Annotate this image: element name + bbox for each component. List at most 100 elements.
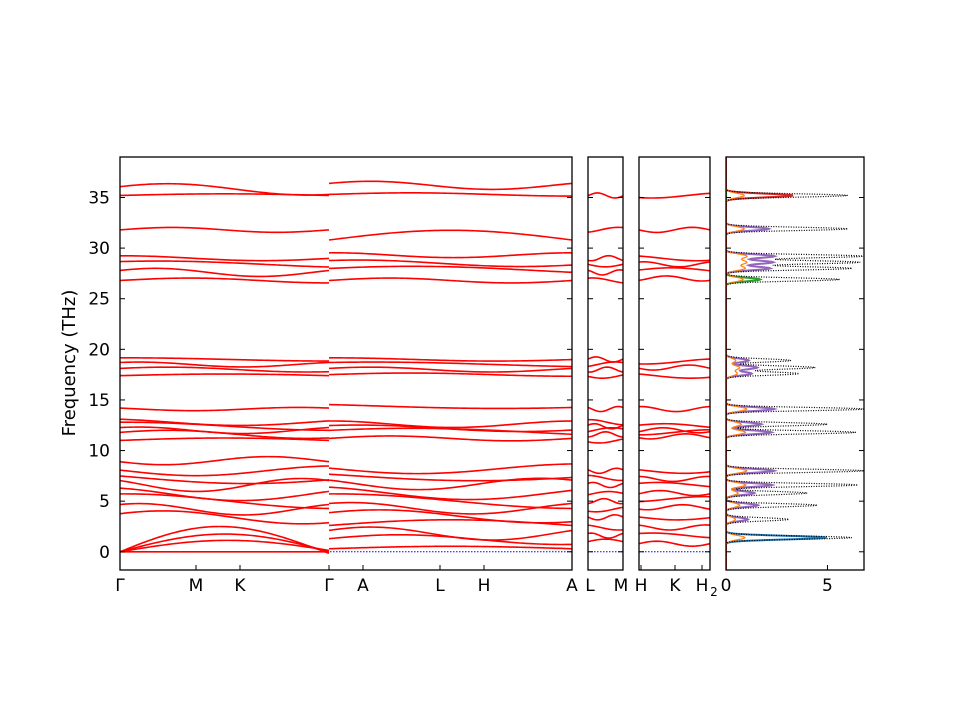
band-line: [639, 426, 710, 434]
band-line: [328, 251, 572, 259]
band-line: [120, 267, 330, 278]
total-dos-line: [726, 157, 864, 570]
band-line: [120, 525, 330, 554]
band-line: [639, 540, 710, 548]
y-tick-label: 20: [88, 340, 110, 360]
x-tick-label: 0: [721, 576, 732, 596]
band-line: [588, 277, 623, 284]
band-line: [588, 356, 623, 363]
band-line: [120, 465, 330, 477]
x-tick-label: A: [357, 576, 369, 596]
band-line: [120, 477, 330, 493]
band-line: [588, 374, 623, 379]
band-line: [120, 366, 330, 373]
x-tick-label: Γ: [115, 576, 125, 596]
y-tick-label: 35: [88, 188, 110, 208]
band-line: [328, 277, 572, 284]
band-line: [639, 275, 710, 282]
band-line: [639, 516, 710, 521]
band-line: [328, 265, 572, 274]
dos-panel: [726, 157, 864, 570]
band-line: [328, 403, 572, 410]
band-line: [328, 435, 572, 442]
band-line: [588, 361, 623, 368]
axes-frame-dos: [725, 156, 865, 571]
band-line: [639, 255, 710, 262]
band-line: [639, 422, 710, 429]
band-line: [120, 260, 330, 268]
band-line: [588, 192, 623, 199]
band-line: [639, 475, 710, 483]
band-line: [328, 473, 572, 482]
x-tick-label: M: [614, 576, 629, 596]
band-line: [120, 437, 330, 442]
x-tick-label: H: [635, 576, 648, 596]
band-line: [588, 467, 623, 475]
band-line: [328, 366, 572, 373]
axes-frame-l-m: [587, 156, 624, 571]
x-tick-label: H: [696, 576, 709, 596]
band-line: [328, 526, 572, 541]
band-line: [639, 429, 710, 436]
band-line: [120, 533, 330, 553]
x-tick-label: K: [234, 576, 246, 596]
band-line: [588, 524, 623, 531]
band-line: [328, 372, 572, 378]
y-tick-label: 15: [88, 391, 110, 411]
x-tick-label: 5: [822, 576, 833, 596]
band-line: [120, 502, 330, 516]
x-tick-label: L: [435, 576, 445, 596]
band-line: [588, 532, 623, 539]
y-tick-label: 25: [88, 290, 110, 310]
x-tick-label: K: [669, 576, 681, 596]
band-line: [639, 373, 710, 379]
band-line: [328, 229, 572, 241]
band-line: [639, 192, 710, 199]
band-line: [120, 361, 330, 368]
band-line: [120, 255, 330, 262]
band-line: [329, 420, 572, 429]
band-line: [588, 506, 623, 513]
band-line: [328, 361, 572, 368]
band-line: [588, 405, 623, 413]
y-tick-label: 0: [99, 543, 110, 563]
band-line: [639, 489, 710, 497]
y-tick-label: 10: [88, 442, 110, 462]
band-line: [120, 455, 330, 466]
band-line: [120, 510, 330, 525]
band-line: [328, 424, 572, 433]
band-line: [328, 180, 572, 191]
band-line: [328, 463, 572, 475]
band-line: [120, 429, 330, 440]
y-axis-label: Frequency (THz): [59, 290, 80, 437]
band-panel-h-k-h2: [639, 192, 710, 553]
band-line: [588, 418, 623, 426]
band-line: [639, 481, 710, 488]
band-line: [328, 259, 572, 268]
band-line: [328, 509, 572, 524]
band-line: [639, 433, 710, 440]
band-line: [639, 468, 710, 475]
band-line: [639, 267, 710, 272]
band-line: [328, 545, 572, 550]
band-line: [588, 269, 623, 276]
band-line: [588, 490, 623, 496]
band-line: [588, 481, 623, 489]
band-line: [120, 373, 330, 377]
x-tick-label: H: [478, 576, 491, 596]
band-line: [588, 431, 623, 438]
band-line: [120, 406, 330, 412]
band-line: [588, 366, 623, 373]
band-line: [120, 277, 329, 284]
band-line: [639, 532, 710, 539]
band-line: [120, 426, 330, 435]
band-line: [588, 538, 623, 543]
band-line: [120, 475, 330, 485]
band-line: [639, 503, 710, 511]
band-panel-main: [120, 180, 572, 554]
band-line: [120, 357, 330, 362]
band-line: [120, 539, 330, 553]
band-line: [120, 182, 330, 196]
